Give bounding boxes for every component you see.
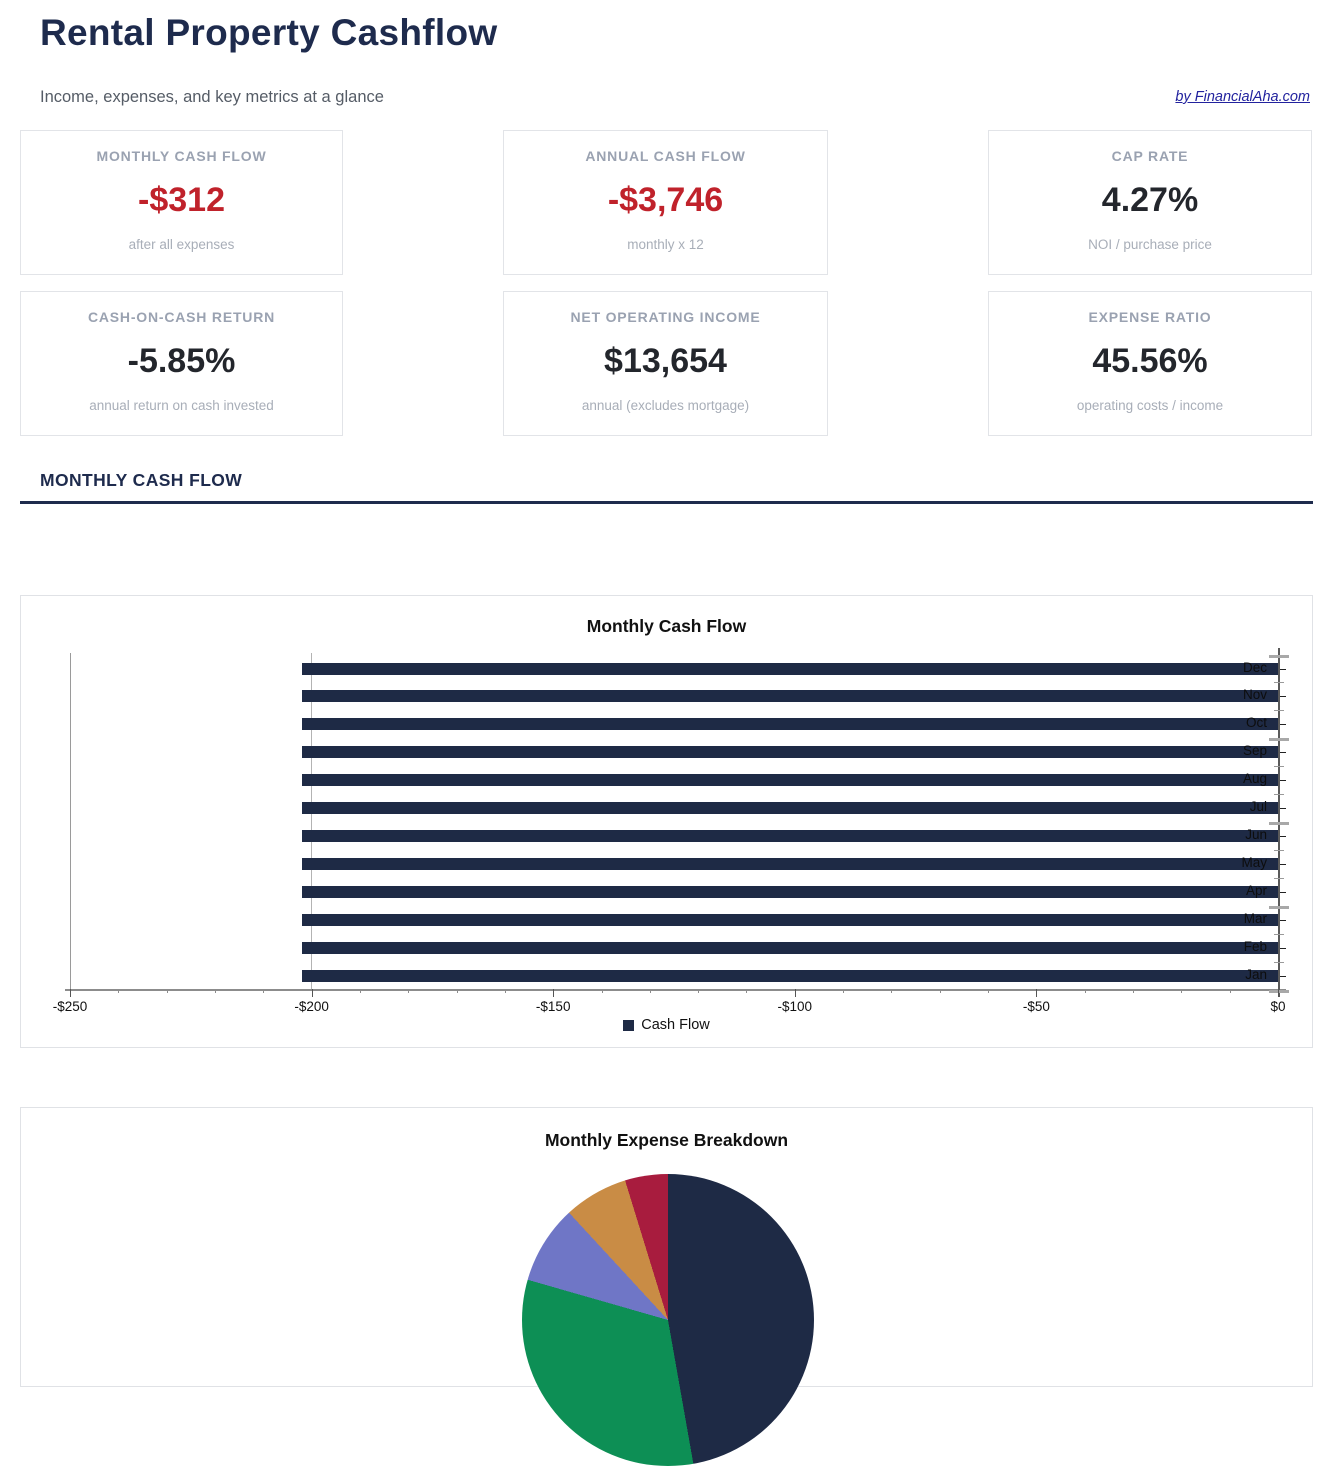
page-subtitle: Income, expenses, and key metrics at a g… [40,88,384,106]
page-title: Rental Property Cashflow [40,12,498,53]
dashboard-page: Rental Property Cashflow Income, expense… [20,12,1313,1466]
metric-label: ANNUAL CASH FLOW [585,148,746,164]
monthly-cash-flow-chart: Monthly Cash Flow Dec Nov Oct Sep Aug Jul Jun M… [20,595,1313,1048]
metric-sub: annual return on cash invested [89,398,274,413]
metric-card-annual-cash-flow: ANNUAL CASH FLOW -$3,746 monthly x 12 [503,130,828,275]
metric-value: $13,654 [604,342,727,380]
section-title-monthly-cash-flow: MONTHLY CASH FLOW [40,470,243,490]
metric-card-expense-ratio: EXPENSE RATIO 45.56% operating costs / i… [988,291,1312,436]
month-label-oct: Oct [1245,715,1267,731]
month-label-apr: Apr [1245,883,1267,899]
metric-card-monthly-cash-flow: MONTHLY CASH FLOW -$312 after all expens… [20,130,343,275]
month-label-jun: Jun [1245,827,1267,843]
x-axis-tick-label: -$50 [1022,999,1050,1014]
month-label-sep: Sep [1242,743,1267,759]
chart-legend: Cash Flow [21,1017,1312,1033]
month-label-nov: Nov [1242,687,1267,703]
x-axis-tick-label: $0 [1270,999,1286,1014]
x-axis-tick-label: -$100 [777,999,813,1014]
x-axis-tick-label: -$250 [52,999,88,1014]
month-label-aug: Aug [1242,771,1267,787]
metric-value: -5.85% [127,342,236,380]
metric-card-cap-rate: CAP RATE 4.27% NOI / purchase price [988,130,1312,275]
x-axis-tick-label: -$150 [535,999,571,1014]
metric-label: CAP RATE [1111,148,1189,164]
legend-label: Cash Flow [641,1017,710,1033]
section-divider [20,501,1313,504]
brand-link[interactable]: by FinancialAha.com [1175,89,1310,105]
metric-label: CASH-ON-CASH RETURN [87,309,276,325]
month-label-jul: Jul [1249,799,1267,815]
legend-swatch [623,1019,635,1031]
metric-label: EXPENSE RATIO [1088,309,1212,325]
month-label-feb: Feb [1243,939,1267,955]
metric-value: -$312 [138,181,225,219]
metric-label: NET OPERATING INCOME [570,309,761,325]
metric-value: 45.56% [1092,342,1208,380]
month-label-mar: Mar [1243,911,1267,927]
metric-sub: monthly x 12 [627,237,704,252]
pie-chart-title: Monthly Expense Breakdown [544,1130,789,1150]
metric-card-cash-on-cash-return: CASH-ON-CASH RETURN -5.85% annual return… [20,291,343,436]
expense-pie [522,1174,814,1466]
metric-sub: operating costs / income [1076,398,1224,413]
monthly-expense-breakdown-chart: Monthly Expense Breakdown [20,1107,1313,1466]
month-label-dec: Dec [1242,659,1267,675]
metric-sub: NOI / purchase price [1088,237,1212,252]
metric-label: MONTHLY CASH FLOW [96,148,267,164]
metric-sub: annual (excludes mortgage) [581,398,750,413]
metrics-grid: MONTHLY CASH FLOW -$312 after all expens… [20,130,1313,436]
bar-chart-title: Monthly Cash Flow [586,616,747,636]
month-label-jan: Jan [1245,967,1267,982]
metric-card-net-operating-income: NET OPERATING INCOME $13,654 annual (exc… [503,291,828,436]
month-label-may: May [1241,855,1267,871]
x-axis-tick-label: -$200 [294,999,329,1014]
metric-value: 4.27% [1101,181,1199,219]
metric-sub: after all expenses [128,237,235,252]
metric-value: -$3,746 [607,181,724,219]
